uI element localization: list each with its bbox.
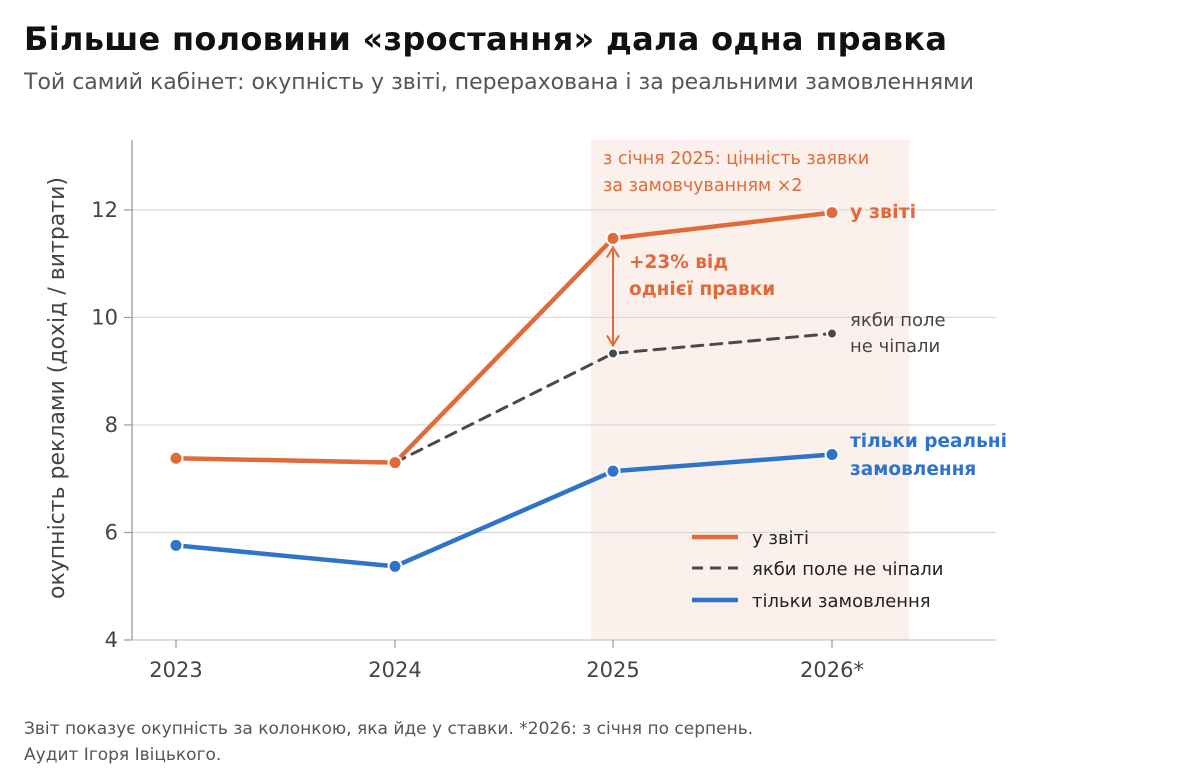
series-end-label-orders: замовлення	[850, 459, 976, 480]
x-tick-label: 2025	[586, 658, 639, 682]
chart-subtitle: Той самий кабінет: окупність у звіті, пе…	[24, 70, 974, 95]
legend-label-report: у звіті	[752, 528, 809, 549]
difference-arrow-head-down	[606, 334, 620, 348]
difference-arrow-head-up	[606, 245, 620, 258]
series-line-counterfactual	[393, 332, 834, 465]
x-tick-label: 2026*	[800, 658, 864, 682]
x-tick-label: 2023	[149, 658, 202, 682]
difference-annotation-label: однієї правки	[629, 279, 775, 300]
y-tick-label: 10	[91, 305, 118, 329]
data-point-orders	[387, 558, 403, 574]
shaded-region-label: з січня 2025: цінність заявки	[603, 149, 869, 169]
chart-title: Більше половини «зростання» дала одна пр…	[24, 20, 948, 58]
data-point-report	[824, 205, 840, 221]
series-end-label-report: у звіті	[850, 201, 916, 223]
y-tick-label: 4	[105, 628, 118, 652]
data-point-counterfactual	[607, 347, 619, 360]
data-point-report	[387, 455, 403, 471]
y-tick-label: 8	[105, 413, 118, 437]
difference-annotation-label: +23% від	[629, 252, 728, 273]
series-end-label-orders: тільки реальні	[850, 431, 1007, 452]
series-line-orders	[173, 452, 835, 569]
y-axis-label: окупність реклами (дохід / витрати)	[45, 177, 70, 599]
series-end-label-counterfactual: якби поле	[850, 310, 946, 331]
data-point-orders	[168, 537, 184, 553]
shaded-region-label: за замовчуванням ×2	[603, 176, 803, 196]
data-point-orders	[605, 463, 621, 479]
series-end-label-counterfactual: не чіпали	[850, 336, 940, 357]
footnote-line-2: Аудит Ігоря Івіцького.	[24, 745, 222, 765]
legend-label-orders: тільки замовлення	[752, 591, 931, 612]
footnote: Звіт показує окупність за колонкою, яка …	[24, 716, 753, 768]
y-tick-label: 12	[91, 198, 118, 222]
data-point-orders	[824, 447, 840, 463]
data-point-report	[605, 230, 621, 246]
legend-label-counterfactual: якби поле не чіпали	[752, 559, 944, 580]
data-point-report	[168, 450, 184, 466]
data-point-counterfactual	[826, 327, 838, 340]
footnote-line-1: Звіт показує окупність за колонкою, яка …	[24, 719, 754, 739]
x-tick-label: 2024	[368, 658, 421, 682]
series-line-report	[173, 210, 835, 465]
y-tick-label: 6	[105, 520, 118, 544]
